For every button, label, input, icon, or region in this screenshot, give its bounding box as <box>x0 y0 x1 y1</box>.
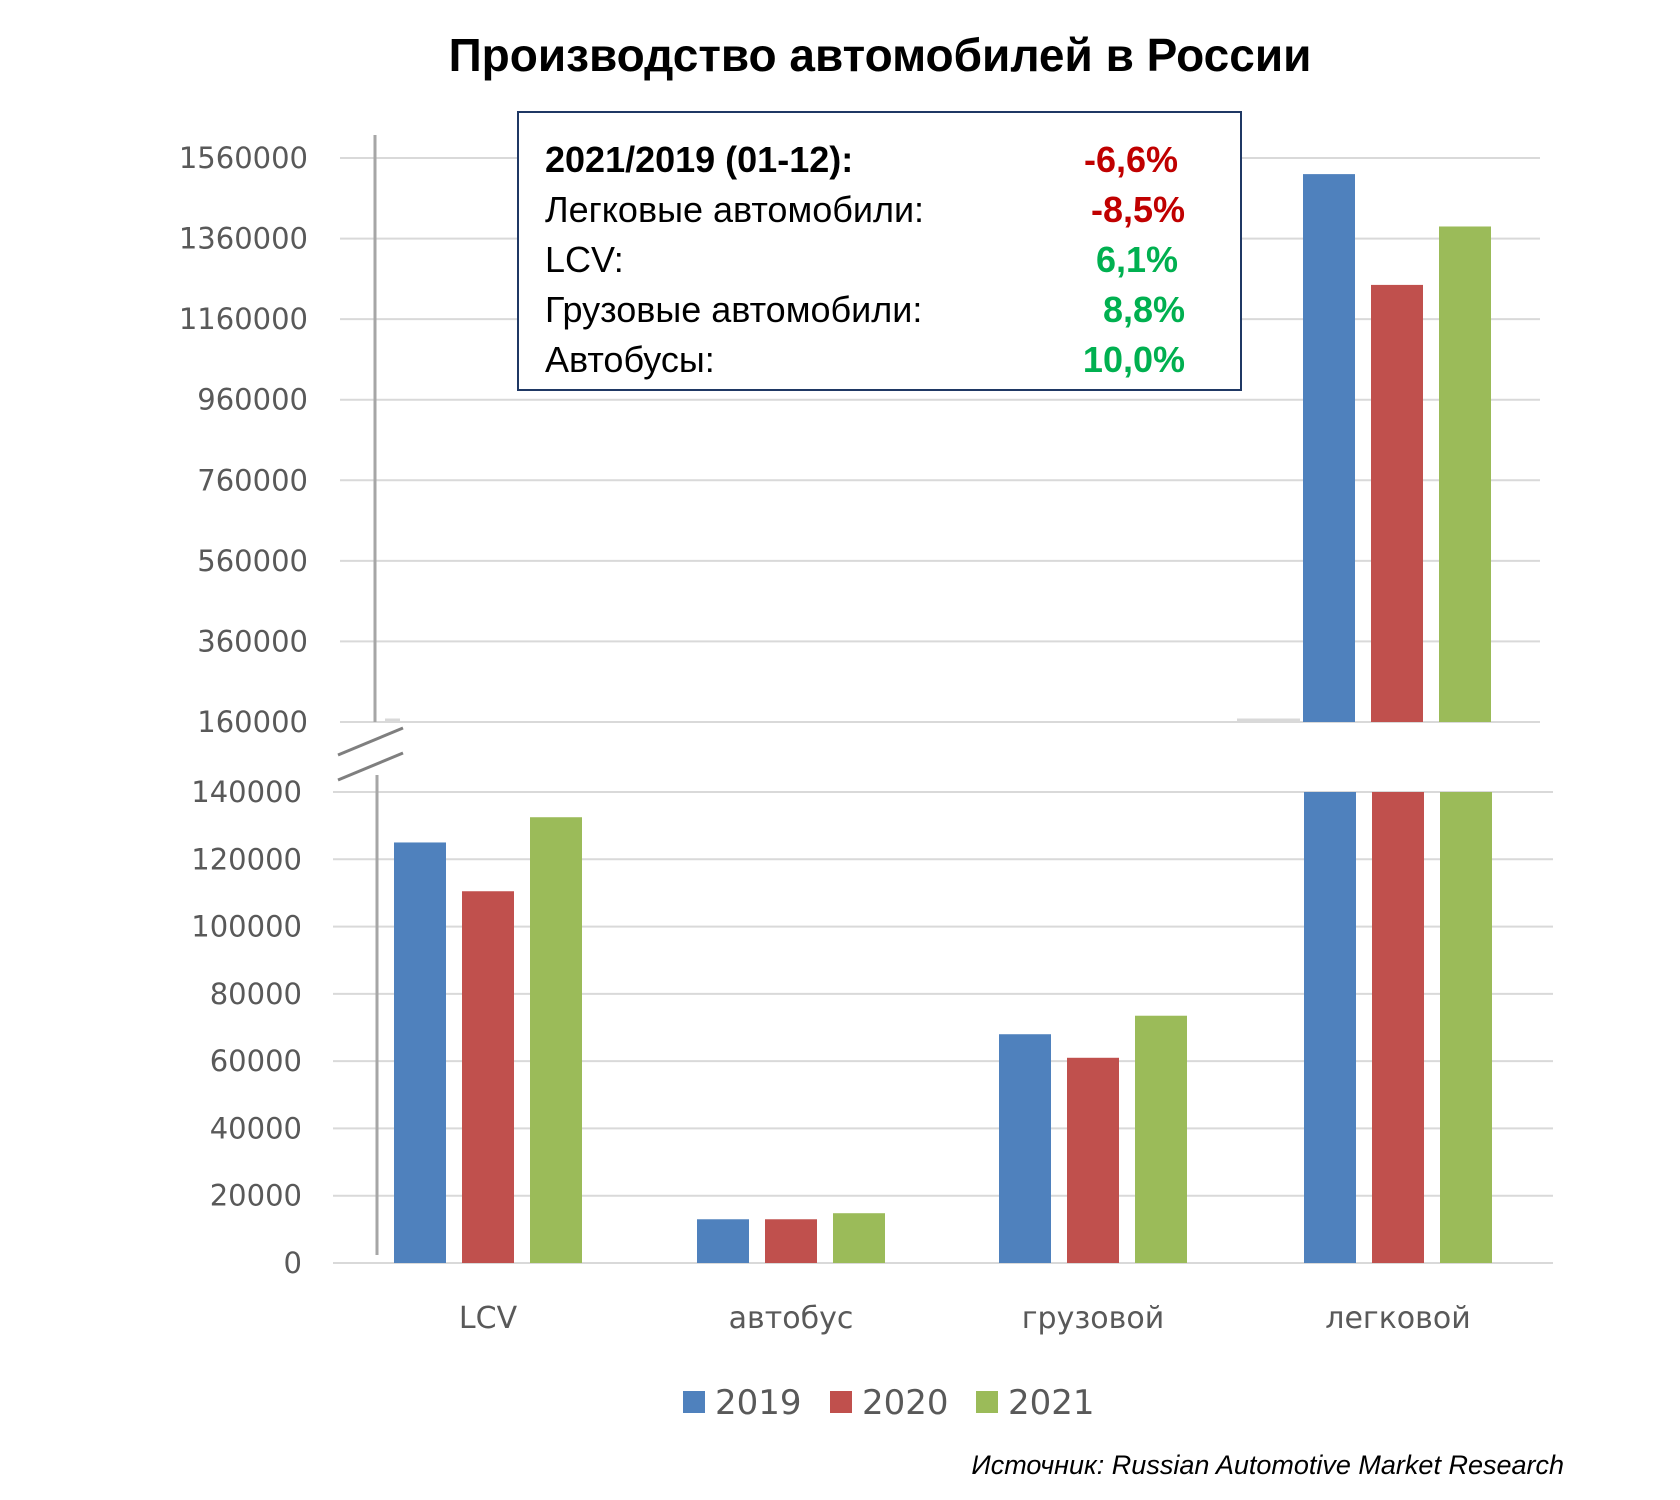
y-tick-label: 560000 <box>197 544 308 578</box>
y-tick-label: 760000 <box>197 463 308 497</box>
summary-row-label: Грузовые автомобили: <box>545 289 923 330</box>
bar <box>530 817 582 1263</box>
summary-row-value: 6,1% <box>1095 239 1178 280</box>
y-tick-label: 20000 <box>210 1179 302 1213</box>
summary-row-label: Автобусы: <box>545 339 715 380</box>
summary-row-label: LCV: <box>545 239 624 280</box>
legend-swatch <box>976 1391 998 1413</box>
legend-swatch <box>830 1391 852 1413</box>
summary-row-value: -8,5% <box>1090 189 1185 230</box>
x-category-label: грузовой <box>1022 1301 1164 1336</box>
y-tick-label: 1160000 <box>179 302 308 336</box>
y-tick-label: 960000 <box>197 383 308 417</box>
bar <box>1135 1015 1187 1263</box>
axis-break-mark <box>337 726 404 757</box>
y-tick-label: 60000 <box>210 1044 302 1078</box>
summary-row-label: 2021/2019 (01-12): <box>545 139 854 180</box>
y-tick-label: 360000 <box>197 624 308 658</box>
bar-lower-segment <box>1372 792 1424 1263</box>
legend-label: 2020 <box>862 1383 949 1423</box>
y-tick-label: 0 <box>284 1246 302 1280</box>
bar <box>1439 226 1491 722</box>
x-category-label: легковой <box>1325 1301 1470 1336</box>
chart-title: Производство автомобилей в России <box>448 29 1312 81</box>
bar <box>1303 174 1355 723</box>
y-tick-label: 40000 <box>210 1111 302 1145</box>
summary-row-value: 8,8% <box>1102 289 1185 330</box>
y-axis <box>337 135 1300 1255</box>
y-tick-label: 1360000 <box>179 222 308 256</box>
source-note: Источник: Russian Automotive Market Rese… <box>971 1450 1564 1480</box>
x-category-labels: LCV автобус грузовой легковой <box>459 1301 1471 1336</box>
summary-row-label: Легковые автомобили: <box>545 189 925 230</box>
bar <box>833 1213 885 1263</box>
legend-label: 2021 <box>1008 1383 1095 1423</box>
bar <box>1371 284 1423 722</box>
y-tick-label: 80000 <box>210 977 302 1011</box>
y-tick-label: 140000 <box>191 775 302 809</box>
y-tick-label: 100000 <box>191 910 302 944</box>
bar <box>697 1219 749 1263</box>
axis-break-mark <box>337 751 404 782</box>
bars <box>394 174 1492 1263</box>
bar <box>765 1219 817 1263</box>
bar <box>394 842 446 1263</box>
x-category-label: LCV <box>459 1301 518 1336</box>
bar-lower-segment <box>1304 792 1356 1263</box>
x-category-label: автобус <box>729 1301 854 1336</box>
bar-lower-segment <box>1440 792 1492 1263</box>
y-tick-label: 160000 <box>197 705 308 739</box>
y-tick-labels: 0 20000 40000 60000 80000 100000 120000 140000 1… <box>179 141 308 1280</box>
legend-swatch <box>683 1391 705 1413</box>
bar <box>1067 1057 1119 1263</box>
legend-label: 2019 <box>715 1383 802 1423</box>
bar <box>462 891 514 1263</box>
summary-row-value: -6,6% <box>1083 139 1178 180</box>
bar <box>999 1034 1051 1263</box>
y-tick-label: 120000 <box>191 842 302 876</box>
summary-box: 2021/2019 (01-12): -6,6% Легковые автомоби… <box>517 111 1242 391</box>
summary-row-value: 10,0% <box>1082 339 1185 380</box>
y-tick-label: 1560000 <box>179 141 308 175</box>
legend: 2019 2020 2021 <box>683 1383 1095 1423</box>
